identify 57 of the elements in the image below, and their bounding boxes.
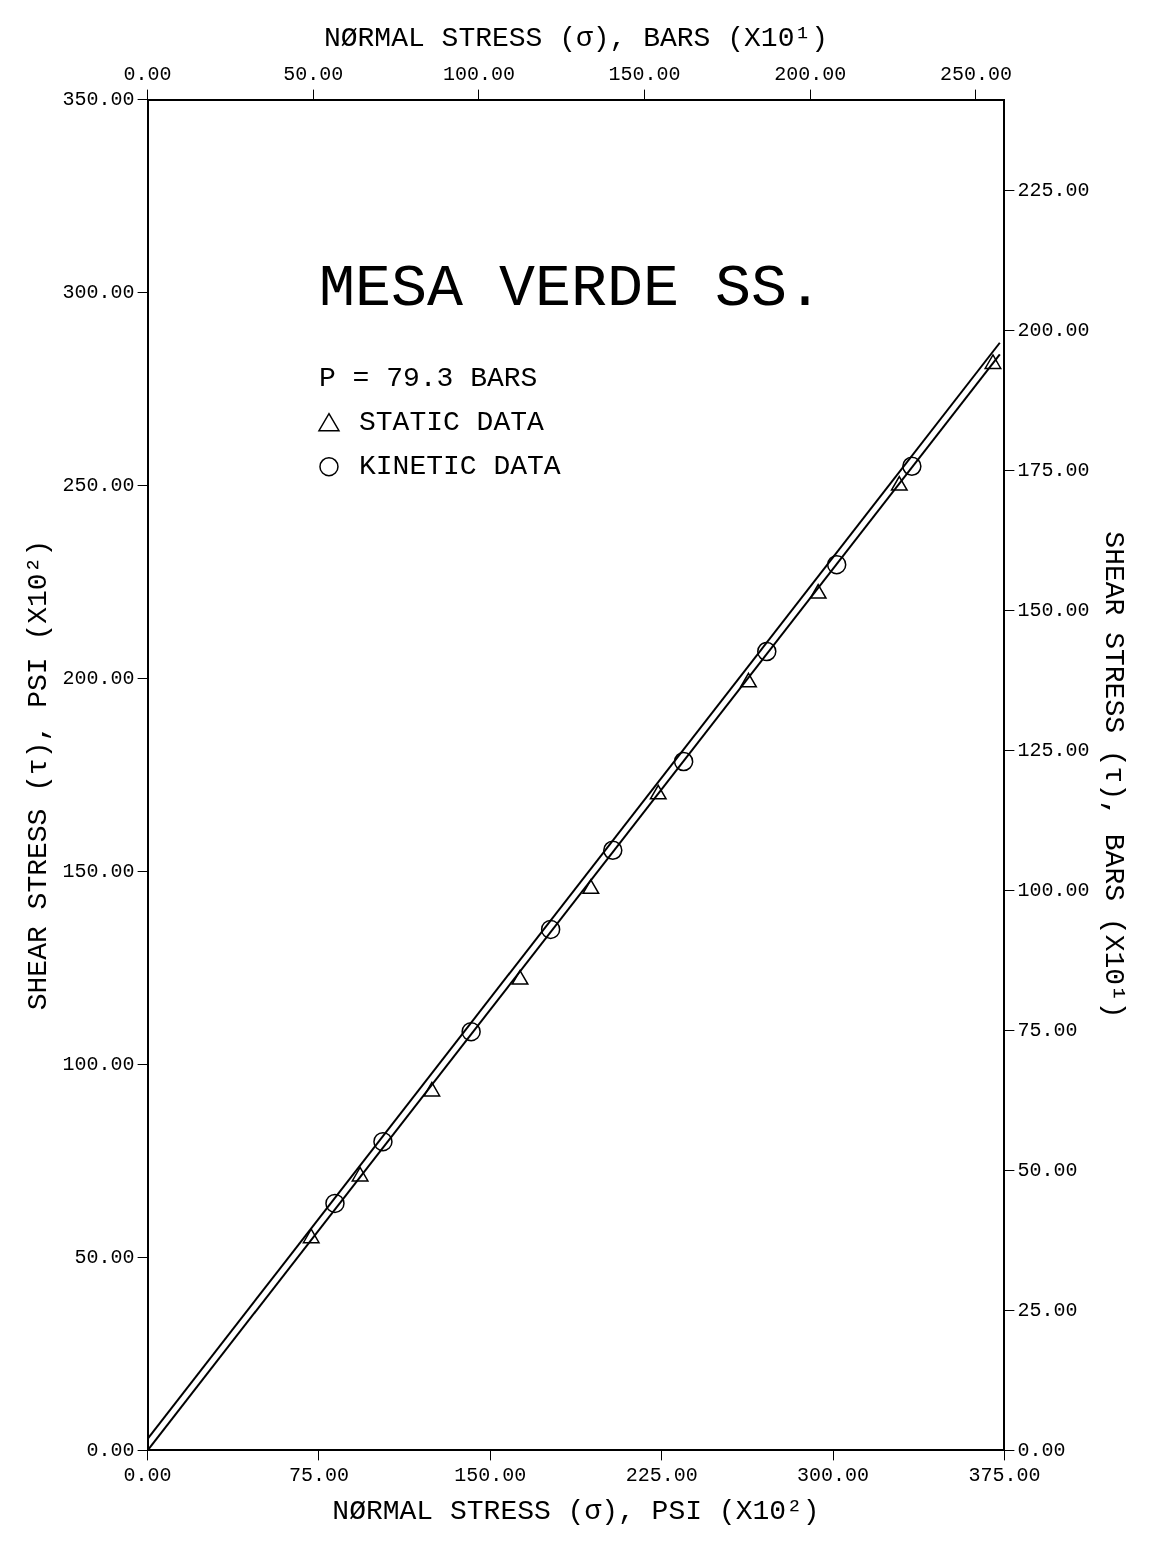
point	[902, 456, 922, 476]
point	[890, 475, 908, 491]
y2-tick-label: 25.00	[1017, 1298, 1078, 1322]
y-tick-label: 300.00	[62, 280, 135, 304]
x-axis-title: NØRMAL STRESS (σ), PSI (X10²)	[332, 1495, 820, 1527]
x2-tick-label: 200.00	[774, 62, 847, 86]
x-tick-label: 75.00	[288, 1463, 349, 1487]
x-tick-label: 0.00	[123, 1463, 172, 1487]
y-tick-label: 200.00	[62, 666, 135, 690]
y2-tick-label: 150.00	[1017, 599, 1090, 622]
point	[351, 1166, 369, 1182]
point	[540, 919, 561, 940]
y-tick-label: 250.00	[62, 473, 135, 497]
x2-tick-label: 150.00	[608, 62, 681, 86]
x2-tick-label: 250.00	[939, 62, 1012, 86]
x2-tick-label: 100.00	[442, 62, 515, 86]
point	[373, 1131, 393, 1152]
point	[649, 784, 667, 800]
y2-tick-label: 125.00	[1017, 738, 1090, 762]
legend-label: KINETIC DATA	[358, 451, 561, 483]
point	[826, 554, 847, 575]
point	[511, 969, 529, 985]
x-tick-label: 150.00	[454, 1463, 527, 1487]
x-tick-label: 225.00	[625, 1463, 698, 1487]
x-tick-label: 300.00	[797, 1463, 870, 1487]
x2-tick-label: 0.00	[123, 62, 172, 86]
y-tick-label: 50.00	[74, 1245, 135, 1269]
point	[582, 879, 600, 895]
annotation: P = 79.3 BARS	[318, 363, 538, 395]
y-tick-label: 350.00	[62, 87, 135, 111]
point	[739, 672, 758, 688]
y-tick-label: 0.00	[86, 1438, 135, 1462]
point	[302, 1228, 320, 1244]
y-axis-title: SHEAR STRESS (τ), PSI (X10²)	[23, 539, 55, 1011]
y2-tick-label: 225.00	[1017, 179, 1090, 203]
point	[423, 1081, 441, 1097]
legend-label: STATIC DATA	[358, 407, 544, 439]
point	[325, 1193, 345, 1214]
point	[673, 751, 694, 772]
point	[603, 840, 623, 861]
point	[461, 1021, 481, 1042]
y-tick-label: 150.00	[62, 859, 135, 883]
y2-tick-label: 175.00	[1017, 459, 1090, 483]
y2-tick-label: 100.00	[1017, 878, 1090, 902]
y2-tick-label: 200.00	[1017, 319, 1090, 343]
x-tick-label: 375.00	[968, 1463, 1041, 1487]
x2-tick-label: 50.00	[283, 62, 344, 86]
y2-tick-label: 50.00	[1017, 1158, 1078, 1182]
y2-tick-label: 75.00	[1017, 1018, 1078, 1042]
x2-axis-title: NØRMAL STRESS (σ), BARS (X10¹)	[323, 23, 829, 55]
y2-tick-label: 0.00	[1017, 1438, 1066, 1462]
y2-axis-title: SHEAR STRESS (τ), BARS (X10¹)	[1097, 531, 1129, 1019]
point	[809, 583, 827, 599]
text: MESA VERDE SS.	[318, 254, 824, 323]
y-tick-label: 100.00	[62, 1052, 135, 1076]
point	[757, 641, 777, 662]
point	[984, 354, 1002, 370]
